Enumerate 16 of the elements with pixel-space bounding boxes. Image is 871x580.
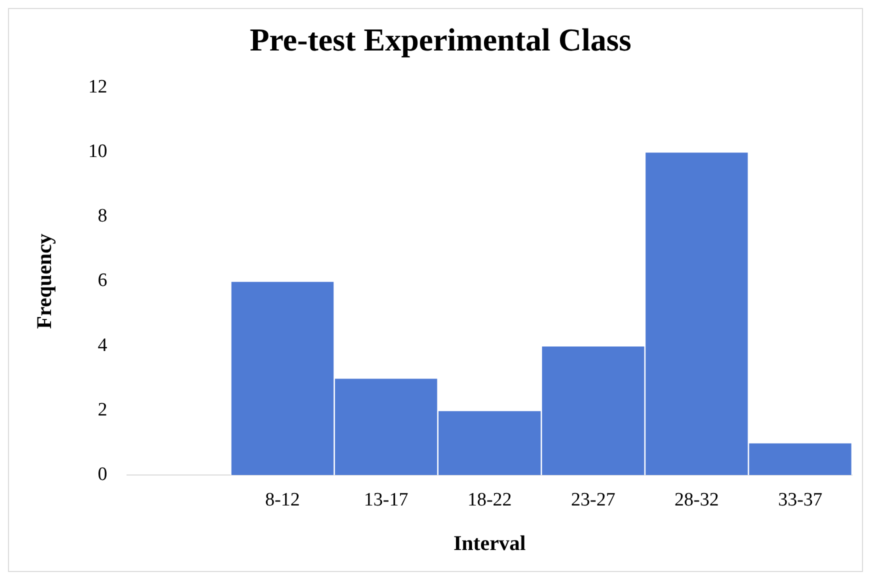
x-tick-label: 18-22 bbox=[467, 489, 512, 510]
y-tick-label: 10 bbox=[88, 140, 108, 162]
y-tick-label: 12 bbox=[88, 76, 108, 98]
x-tick-label: 8-12 bbox=[265, 489, 300, 510]
chart-title: Pre-test Experimental Class bbox=[250, 21, 632, 58]
x-tick-label: 28-32 bbox=[674, 489, 719, 510]
y-tick-label: 4 bbox=[98, 334, 108, 356]
x-tick-label: 33-37 bbox=[778, 489, 822, 510]
y-tick-label: 8 bbox=[98, 206, 108, 227]
x-tick-label: 23-27 bbox=[570, 489, 616, 510]
y-tick-label: 2 bbox=[98, 399, 108, 420]
y-axis-title: Frequency bbox=[32, 233, 56, 329]
y-tick-label: 0 bbox=[98, 464, 108, 485]
y-tick-label: 6 bbox=[98, 270, 108, 292]
x-tick-label: 13-17 bbox=[364, 489, 408, 510]
x-axis-title: Interval bbox=[453, 530, 526, 555]
